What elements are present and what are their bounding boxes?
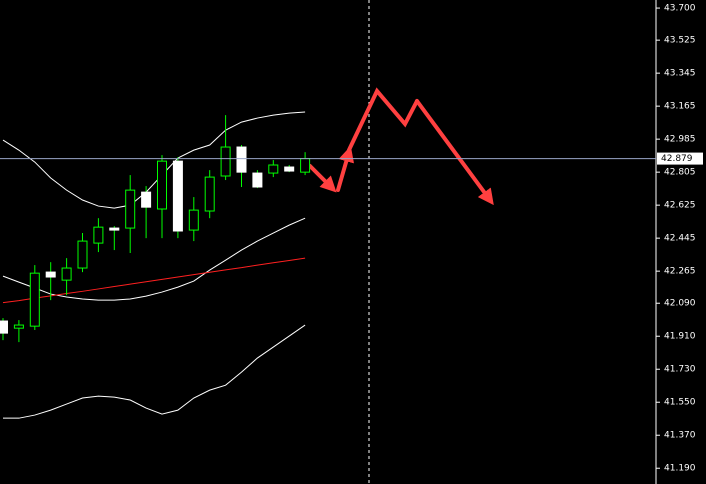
- indicator-line: [2, 111, 306, 209]
- candle-body: [125, 189, 136, 229]
- candle-body: [61, 267, 72, 281]
- forecast-arrows: [308, 87, 494, 206]
- candle-body: [172, 160, 183, 232]
- indicator-line: [2, 257, 306, 304]
- indicator-line: [3, 324, 306, 419]
- candle-body: [252, 172, 263, 188]
- y-tick-label: 41.190: [664, 464, 696, 474]
- y-tick-label: 41.730: [664, 365, 696, 375]
- current-price-box: [657, 152, 703, 165]
- arrow: [336, 145, 355, 192]
- y-tick-label: 42.265: [664, 267, 696, 277]
- indicator-line: [2, 217, 306, 301]
- y-tick-label: 42.090: [664, 299, 696, 309]
- candle-body: [29, 272, 40, 327]
- candle-body: [236, 146, 247, 173]
- candle-body: [284, 166, 295, 172]
- arrow: [308, 164, 337, 193]
- y-tick-label: 43.165: [664, 102, 696, 112]
- candle-body: [13, 324, 24, 329]
- y-tick-label: 42.805: [664, 168, 696, 178]
- candle-body: [188, 209, 199, 231]
- candle-body: [157, 160, 167, 210]
- arrow: [347, 87, 419, 152]
- y-tick-label: 41.910: [664, 332, 696, 342]
- y-tick-label: 41.550: [664, 398, 696, 408]
- candle-body: [220, 146, 231, 177]
- candle-body: [109, 227, 120, 231]
- arrow: [415, 99, 494, 206]
- candle-body: [141, 191, 152, 208]
- candle-body: [268, 164, 279, 174]
- y-tick-label: 42.445: [664, 234, 696, 244]
- candle-body: [93, 226, 104, 244]
- candle-body: [204, 176, 215, 212]
- y-tick-label: 42.985: [664, 135, 696, 145]
- y-tick-label: 43.700: [664, 4, 696, 14]
- current-price-label: 42.879: [661, 154, 693, 164]
- y-tick-label: 43.345: [664, 69, 696, 79]
- y-tick-label: 43.525: [664, 36, 696, 46]
- candle-body: [77, 240, 88, 269]
- candle-body: [45, 271, 56, 278]
- y-tick-label: 41.370: [664, 431, 696, 441]
- y-tick-label: 42.625: [664, 201, 696, 211]
- candle-body: [0, 320, 8, 334]
- candle-body: [300, 158, 311, 173]
